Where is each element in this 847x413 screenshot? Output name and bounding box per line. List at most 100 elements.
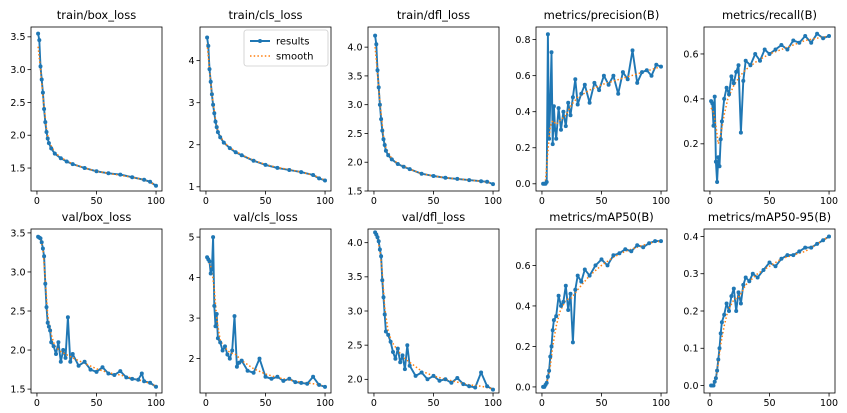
results-point xyxy=(738,301,743,306)
results-point xyxy=(65,315,70,320)
results-point xyxy=(154,183,158,188)
smooth-line xyxy=(37,46,157,186)
results-point xyxy=(630,48,635,53)
results-point xyxy=(376,239,381,244)
y-tick-label: 3 xyxy=(188,98,194,109)
results-point xyxy=(731,81,736,86)
results-point xyxy=(54,352,58,356)
results-point xyxy=(208,271,213,276)
x-tick-label: 50 xyxy=(427,398,439,409)
results-point xyxy=(551,104,556,109)
results-point xyxy=(566,308,571,312)
y-tick-label: 2 xyxy=(188,354,194,365)
results-point xyxy=(239,358,244,363)
results-point xyxy=(587,100,592,105)
y-tick-label: 0.1 xyxy=(683,344,698,355)
results-point xyxy=(548,100,553,105)
y-tick-label: 3.0 xyxy=(10,267,25,278)
results-point xyxy=(293,380,298,385)
y-tick-label: 3.0 xyxy=(347,306,362,317)
panel: metrics/mAP50(B) 0 50 100 0.0 0.2 0.4 0.6 xyxy=(515,210,670,409)
results-point xyxy=(232,314,237,319)
results-point xyxy=(388,339,393,344)
results-point xyxy=(317,382,322,387)
y-tick-label: 3 xyxy=(188,313,194,324)
results-point xyxy=(206,43,211,48)
results-point xyxy=(389,157,394,162)
results-point xyxy=(767,52,772,56)
results-point xyxy=(211,102,216,107)
results-point xyxy=(38,64,43,69)
axes-frame xyxy=(30,26,163,192)
x-tick-label: 0 xyxy=(34,196,40,207)
panel-title: val/box_loss xyxy=(62,210,132,224)
results-point xyxy=(234,364,239,369)
results-point xyxy=(559,303,563,308)
results-point xyxy=(710,101,715,106)
y-tick-label: 4.0 xyxy=(347,43,362,54)
smooth-line xyxy=(542,65,662,185)
y-tick-label: 0.2 xyxy=(683,306,698,317)
x-tick-label: 0 xyxy=(539,196,545,207)
results-point xyxy=(629,249,634,254)
results-point xyxy=(82,166,87,170)
plot-area xyxy=(36,234,158,389)
results-point xyxy=(407,167,412,172)
y-tick-label: 0.6 xyxy=(515,71,530,82)
results-point xyxy=(750,271,755,276)
panel-title: train/cls_loss xyxy=(228,8,302,22)
legend: results smooth xyxy=(243,29,329,67)
results-point xyxy=(797,249,802,254)
y-tick-label: 5 xyxy=(188,232,194,243)
y-tick-label: 1.5 xyxy=(10,163,25,174)
results-point xyxy=(56,340,61,345)
results-point xyxy=(579,91,584,96)
results-point xyxy=(63,355,68,360)
results-point xyxy=(245,368,250,373)
results-point xyxy=(573,287,578,292)
results-point xyxy=(568,113,573,118)
axes-frame xyxy=(367,228,500,394)
results-point xyxy=(718,331,723,336)
plot-area xyxy=(541,239,663,389)
results-point xyxy=(467,384,472,389)
y-tick-label: 2.0 xyxy=(347,375,362,386)
results-point xyxy=(731,286,736,291)
results-point xyxy=(299,170,304,175)
results-point xyxy=(544,180,549,184)
results-point xyxy=(58,359,63,364)
results-point xyxy=(601,73,606,78)
y-tick-label: 0.4 xyxy=(683,94,698,105)
results-point xyxy=(779,256,784,261)
results-line xyxy=(543,240,661,388)
plot-area xyxy=(541,32,663,186)
x-tick-label: 100 xyxy=(484,398,502,409)
results-point xyxy=(142,177,147,182)
results-point xyxy=(305,381,310,386)
results-point xyxy=(561,109,566,114)
x-tick-label: 50 xyxy=(259,196,271,207)
results-point xyxy=(715,368,720,373)
results-point xyxy=(46,141,51,146)
results-point xyxy=(561,299,566,304)
results-point xyxy=(263,162,268,167)
y-tick-label: 2.5 xyxy=(10,98,25,109)
y-tick-label: 3.5 xyxy=(347,71,362,82)
results-point xyxy=(549,344,554,349)
results-point xyxy=(419,370,424,375)
results-point xyxy=(211,235,216,240)
results-point xyxy=(616,91,621,96)
results-point xyxy=(70,352,75,356)
plot-area xyxy=(373,33,495,187)
results-point xyxy=(380,278,385,283)
results-point xyxy=(724,301,729,306)
results-point xyxy=(563,283,568,288)
results-point xyxy=(401,164,406,169)
results-point xyxy=(611,253,616,258)
results-point xyxy=(467,178,472,183)
y-tick-label: 0.2 xyxy=(683,139,698,150)
results-point xyxy=(785,253,790,258)
results-point xyxy=(485,384,490,389)
results-point xyxy=(785,47,790,52)
x-tick-label: 100 xyxy=(652,398,670,409)
